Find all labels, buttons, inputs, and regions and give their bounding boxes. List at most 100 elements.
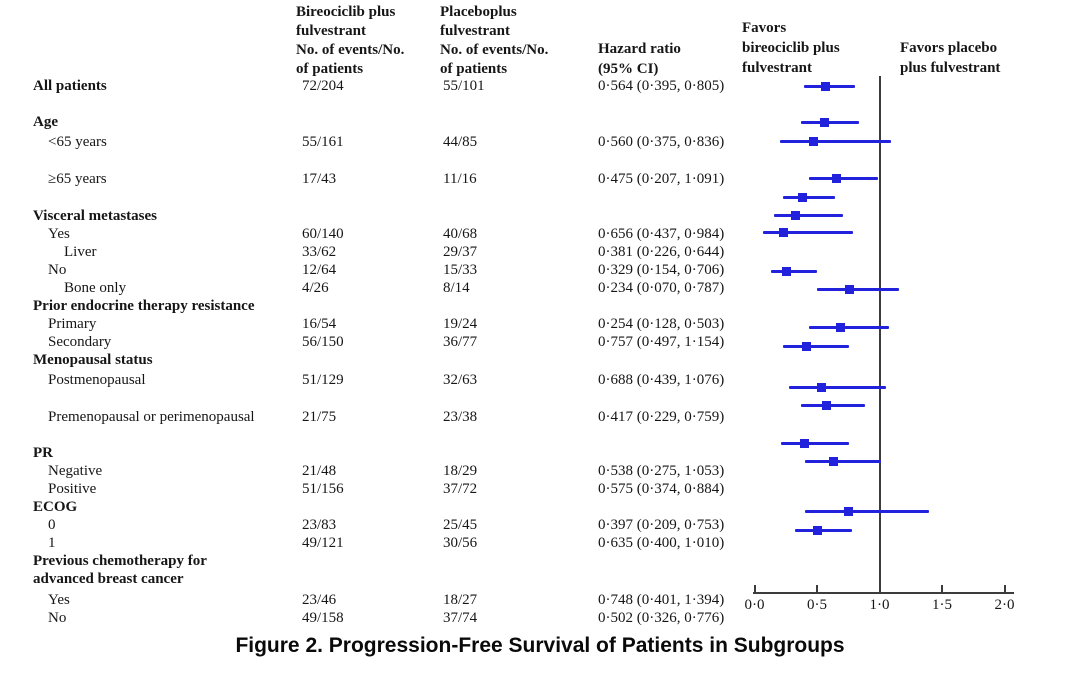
row-label: Prior endocrine therapy resistance — [33, 298, 255, 314]
hr-marker — [843, 506, 853, 516]
header-line-hazard_ratio_column: Hazard ratio — [598, 41, 681, 57]
hazard-ratio-cell: 0·575 (0·374, 0·884) — [598, 481, 725, 497]
hazard-ratio-cell: 0·417 (0·229, 0·759) — [598, 409, 725, 425]
reference-line-hr-1 — [878, 76, 881, 594]
ci-line — [780, 139, 891, 143]
row-label: 1 — [48, 535, 56, 551]
header-line-bireociclib_column: Bireociclib plus — [296, 4, 396, 20]
events-cell-bireociclib: 72/204 — [302, 78, 344, 94]
events-cell-bireociclib: 21/75 — [302, 409, 337, 425]
events-cell-bireociclib: 55/161 — [302, 134, 344, 150]
hr-marker — [781, 266, 791, 276]
events-cell-bireociclib: 23/83 — [302, 517, 337, 533]
ci-line — [770, 269, 818, 273]
row-label: Previous chemotherapy for — [33, 553, 207, 569]
events-cell-placebo: 37/72 — [443, 481, 478, 497]
ci-line — [795, 528, 852, 532]
figure-caption: Figure 2. Progression-Free Survival of P… — [235, 634, 845, 657]
hr-marker — [844, 284, 854, 294]
row-label: Age — [33, 114, 58, 130]
hr-marker — [797, 192, 807, 202]
events-cell-bireociclib: 49/121 — [302, 535, 344, 551]
row-label: Postmenopausal — [48, 372, 146, 388]
row-label: Menopausal status — [33, 352, 153, 368]
events-cell-bireociclib: 51/129 — [302, 372, 344, 388]
ci-line — [809, 325, 889, 329]
events-cell-placebo: 18/27 — [443, 592, 478, 608]
hr-marker — [817, 382, 827, 392]
header-line-placebo_column: fulvestrant — [440, 23, 510, 39]
header-line-bireociclib_column: fulvestrant — [296, 23, 366, 39]
events-cell-bireociclib: 17/43 — [302, 171, 337, 187]
events-cell-bireociclib: 51/156 — [302, 481, 344, 497]
hr-marker — [820, 117, 829, 127]
ci-line — [782, 195, 835, 199]
hazard-ratio-cell: 0·329 (0·154, 0·706) — [598, 262, 725, 278]
hazard-ratio-cell: 0·538 (0·275, 1·053) — [598, 463, 725, 479]
row-label: ECOG — [33, 499, 78, 515]
events-cell-placebo: 36/77 — [443, 334, 478, 350]
hr-marker — [809, 136, 819, 146]
events-cell-bireociclib: 4/26 — [302, 280, 329, 296]
row-label: PR — [33, 445, 53, 461]
row-label: ≥65 years — [48, 171, 107, 187]
header-line-favors_left: fulvestrant — [742, 60, 812, 76]
header-line-favors_left: bireociclib plus — [742, 40, 840, 56]
header-line-bireociclib_column: No. of events/No. — [296, 42, 405, 58]
events-cell-bireociclib: 33/62 — [302, 244, 337, 260]
axis-tick-label: 1·5 — [932, 597, 952, 613]
events-cell-bireociclib: 49/158 — [302, 610, 344, 626]
events-cell-placebo: 37/74 — [443, 610, 478, 626]
row-label: Secondary — [48, 334, 112, 350]
row-label: Visceral metastases — [33, 208, 157, 224]
ci-line — [803, 84, 856, 88]
ci-line — [809, 176, 878, 180]
events-cell-bireociclib: 60/140 — [302, 226, 344, 242]
axis-tick-label: 1·0 — [869, 597, 890, 613]
header-line-hazard_ratio_column: (95% CI) — [598, 61, 659, 77]
hr-marker — [791, 210, 801, 220]
axis-tick-label: 0·0 — [744, 597, 765, 613]
header-line-favors_left: Favors — [742, 20, 787, 36]
events-cell-placebo: 19/24 — [443, 316, 478, 332]
events-cell-placebo: 30/56 — [443, 535, 478, 551]
ci-line — [763, 230, 853, 234]
events-cell-bireociclib: 12/64 — [302, 262, 337, 278]
axis-tick-label: 0·5 — [807, 597, 827, 613]
row-label: Yes — [48, 592, 70, 608]
header-line-favors_right: plus fulvestrant — [900, 60, 1001, 76]
row-label: 0 — [48, 517, 56, 533]
hazard-ratio-cell: 0·234 (0·070, 0·787) — [598, 280, 725, 296]
events-cell-placebo: 55/101 — [443, 78, 485, 94]
header-line-favors_right: Favors placebo — [900, 40, 998, 56]
events-cell-bireociclib: 56/150 — [302, 334, 344, 350]
axis-tick — [941, 585, 943, 592]
events-cell-placebo: 44/85 — [443, 134, 478, 150]
row-label: Premenopausal or perimenopausal — [48, 409, 255, 425]
ci-line — [788, 385, 887, 389]
events-cell-placebo: 11/16 — [443, 171, 477, 187]
row-label: Positive — [48, 481, 97, 497]
events-cell-placebo: 29/37 — [443, 244, 478, 260]
header-line-placebo_column: of patients — [440, 61, 508, 77]
hr-marker — [802, 341, 812, 351]
axis-tick — [1003, 585, 1006, 592]
events-cell-bireociclib: 16/54 — [302, 316, 337, 332]
ci-line — [804, 509, 929, 513]
x-axis-line — [753, 592, 1014, 594]
events-cell-placebo: 32/63 — [443, 372, 478, 388]
axis-tick — [878, 585, 881, 592]
hazard-ratio-cell: 0·748 (0·401, 1·394) — [598, 592, 725, 608]
events-cell-placebo: 25/45 — [443, 517, 478, 533]
row-label: <65 years — [48, 134, 107, 150]
hr-marker — [836, 322, 845, 332]
ci-line — [780, 441, 849, 445]
row-label: Yes — [48, 226, 70, 242]
events-cell-placebo: 15/33 — [443, 262, 478, 278]
header-line-placebo_column: Placeboplus — [440, 4, 517, 20]
hr-marker — [779, 227, 789, 237]
row-label: No — [48, 262, 67, 278]
hr-marker — [799, 438, 809, 448]
events-cell-bireociclib: 21/48 — [302, 463, 337, 479]
